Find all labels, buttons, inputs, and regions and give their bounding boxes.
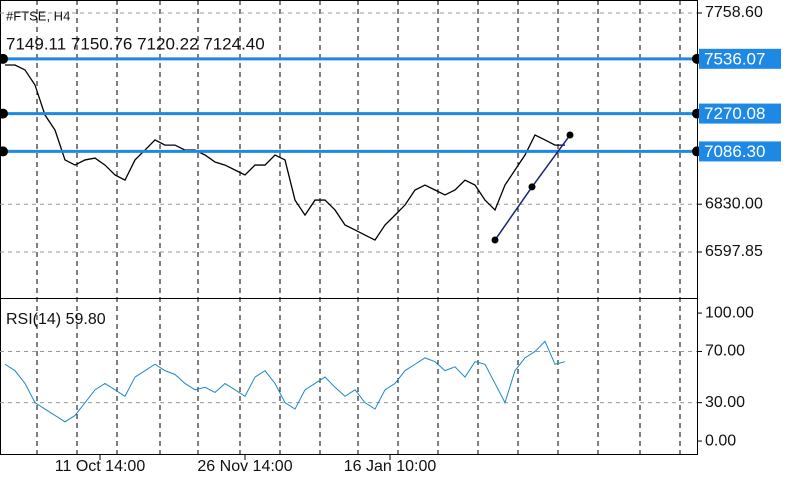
price-line <box>5 64 565 241</box>
y-tick-label: 6830.00 <box>705 195 763 212</box>
y-tick-label: 6597.85 <box>705 243 763 260</box>
rsi-label: RSI(14) 59.80 <box>6 311 106 328</box>
level-anchor <box>0 146 8 157</box>
rsi-line <box>4 340 566 423</box>
frame <box>0 0 698 455</box>
separators <box>36 0 681 455</box>
trendline-point <box>566 131 574 139</box>
symbol: #FTSE, H4 <box>6 8 70 23</box>
level-box <box>699 141 781 162</box>
y-tick-label: 100.00 <box>705 304 754 321</box>
x-tick-label: 11 Oct 14:00 <box>55 458 146 475</box>
level-label: 7536.07 <box>704 49 765 68</box>
y-tick-label: 7758.60 <box>705 4 763 21</box>
level-label: 7086.30 <box>704 142 765 161</box>
x-tick-label: 26 Nov 14:00 <box>197 458 292 475</box>
level-anchor <box>0 108 8 119</box>
y-tick-label: 70.00 <box>705 343 745 360</box>
x-tick-label: 16 Jan 10:00 <box>344 458 437 475</box>
y-tick-label: 0.00 <box>705 432 736 449</box>
level-anchor <box>0 53 8 64</box>
level-box <box>699 103 781 124</box>
y-tick-label: 30.00 <box>705 394 745 411</box>
level-label: 7270.08 <box>704 104 765 123</box>
level-box <box>699 48 781 69</box>
trendline-point <box>491 236 499 244</box>
trendline-point <box>528 183 536 191</box>
ohlc: 7149.11 7150.76 7120.22 7124.40 <box>6 34 265 53</box>
